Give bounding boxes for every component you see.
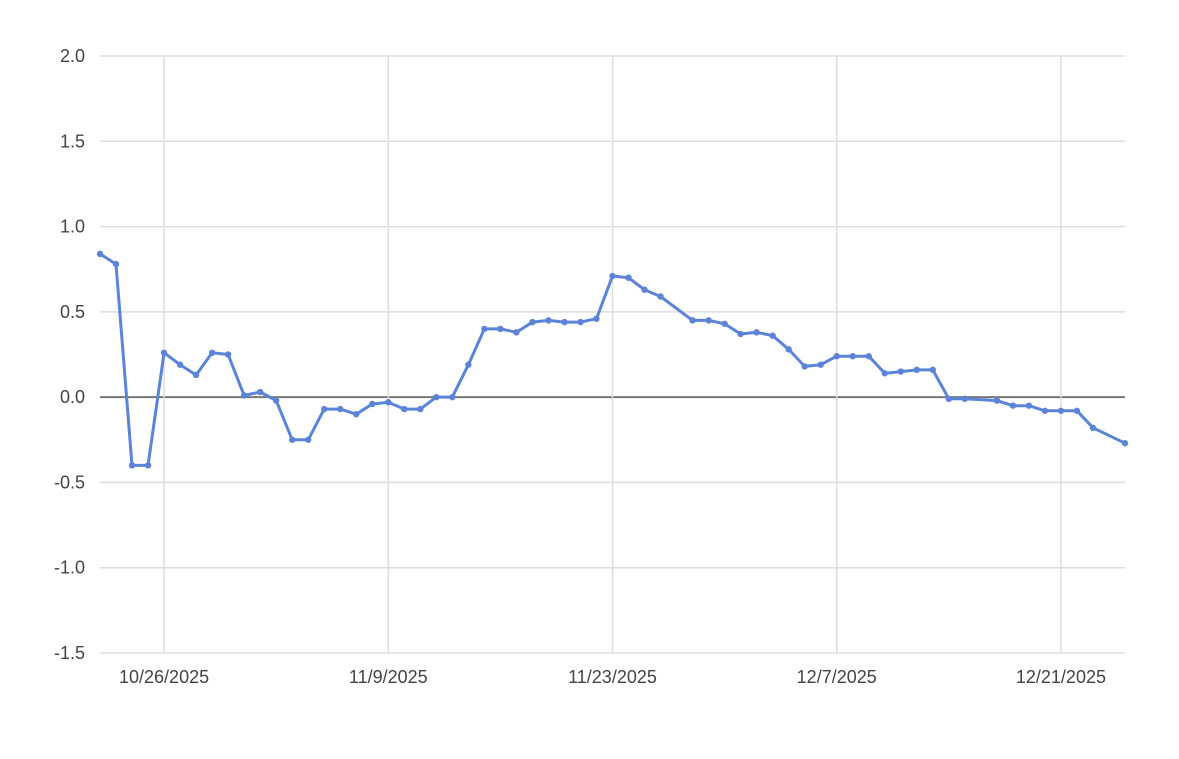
data-point — [96, 250, 104, 258]
data-point — [401, 405, 408, 413]
data-point — [625, 274, 632, 281]
x-tick-label: 12/7/2025 — [797, 667, 877, 687]
y-tick-label: 1.5 — [60, 131, 85, 151]
data-point — [449, 393, 456, 401]
data-point — [192, 371, 200, 379]
data-point — [561, 318, 568, 326]
data-point — [112, 260, 120, 268]
data-point — [913, 366, 920, 374]
data-point — [433, 393, 440, 401]
data-point — [929, 366, 937, 374]
y-tick-label: -1.0 — [54, 558, 85, 578]
data-point — [705, 317, 712, 324]
data-point — [305, 436, 312, 443]
data-point — [1009, 402, 1017, 409]
data-point — [481, 325, 488, 333]
x-tick-label: 11/23/2025 — [568, 667, 657, 687]
data-point — [881, 370, 888, 377]
data-point — [849, 353, 856, 360]
data-point — [753, 329, 760, 336]
data-point — [337, 405, 344, 413]
data-point — [689, 317, 696, 324]
data-point — [897, 368, 904, 375]
data-point — [801, 363, 808, 370]
data-point — [945, 395, 953, 403]
data-point — [321, 405, 328, 413]
data-point — [737, 330, 744, 338]
data-point — [577, 318, 584, 326]
data-point — [1121, 439, 1129, 447]
data-point — [1089, 424, 1097, 432]
data-point — [785, 346, 792, 353]
data-point — [593, 315, 600, 322]
y-axis: 2.0 1.5 1.0 0.5 0.0 -0.5 -1.0 -1.5 — [54, 46, 85, 663]
y-tick-label: -0.5 — [54, 472, 85, 492]
data-point — [240, 392, 248, 399]
data-point — [256, 388, 264, 396]
data-point — [160, 349, 168, 356]
data-point — [513, 329, 520, 336]
data-point — [224, 351, 232, 358]
data-point — [272, 397, 280, 404]
data-point — [128, 462, 136, 469]
data-point — [817, 361, 824, 368]
data-point — [497, 325, 504, 333]
data-point — [1073, 407, 1081, 414]
data-point — [369, 400, 376, 408]
y-tick-label: 0.0 — [60, 387, 85, 407]
data-point — [657, 293, 664, 300]
data-point — [385, 399, 392, 406]
data-point — [609, 272, 616, 280]
series — [96, 250, 1129, 469]
y-tick-label: -1.5 — [54, 643, 85, 663]
y-tick-label: 1.0 — [60, 217, 85, 237]
data-point — [769, 332, 776, 339]
data-point — [1041, 407, 1049, 414]
y-tick-label: 0.5 — [60, 302, 85, 322]
data-point — [545, 317, 552, 324]
data-point — [833, 353, 840, 360]
data-point — [1057, 407, 1065, 414]
data-point — [288, 436, 296, 443]
data-point — [529, 318, 536, 326]
x-tick-label: 11/9/2025 — [349, 667, 428, 687]
data-point — [144, 462, 152, 469]
data-point — [865, 353, 872, 360]
data-point — [721, 320, 728, 327]
data-point — [417, 405, 424, 413]
data-point — [1025, 402, 1033, 409]
data-point — [353, 411, 360, 418]
data-point — [641, 286, 648, 293]
y-tick-label: 2.0 — [60, 46, 85, 66]
data-point — [208, 349, 216, 356]
x-tick-label: 12/21/2025 — [1016, 667, 1106, 687]
data-point — [465, 361, 472, 368]
x-tick-label: 10/26/2025 — [119, 667, 209, 687]
data-point — [176, 361, 184, 368]
data-point — [961, 395, 969, 403]
data-point — [993, 397, 1001, 404]
x-axis: 10/26/2025 11/9/2025 11/23/2025 12/7/2025 12… — [119, 667, 1106, 687]
gridlines — [100, 55, 1125, 654]
